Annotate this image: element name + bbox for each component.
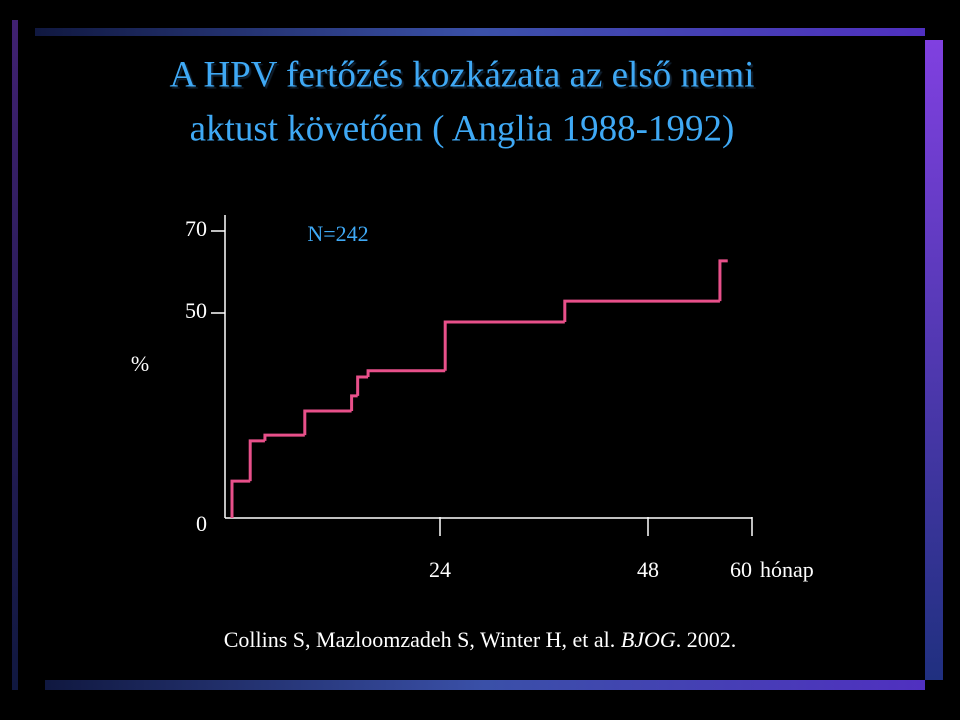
y-tick-label: 50 [185, 298, 207, 323]
annotation: N=242 [307, 221, 368, 246]
x-axis-label: hónap [760, 557, 814, 582]
frame-right [925, 40, 943, 680]
citation-journal: BJOG [621, 627, 676, 652]
step-segment [248, 439, 265, 482]
citation: Collins S, Mazloomzadeh S, Winter H, et … [224, 627, 737, 652]
step-segment [350, 394, 358, 411]
y-tick-label: 0 [196, 511, 207, 536]
step-segment [230, 479, 251, 518]
step-segment [718, 259, 728, 302]
x-tick-label: 60 [730, 557, 752, 582]
citation-year: . 2002. [676, 627, 737, 652]
x-tick-label: 24 [429, 557, 451, 582]
step-segment [443, 320, 565, 371]
step-segment [366, 369, 446, 377]
y-tick-label: 70 [185, 216, 207, 241]
y-axis-label: % [131, 351, 149, 376]
citation-authors: Collins S, Mazloomzadeh S, Winter H, et … [224, 627, 616, 652]
step-segment [356, 375, 369, 396]
x-tick-label: 48 [637, 557, 659, 582]
title-line: aktust követően ( Anglia 1988-1992) [190, 108, 735, 149]
frame-left [12, 20, 18, 690]
title-line: A HPV fertőzés kozkázata az első nemi [170, 54, 755, 95]
frame-top [35, 28, 925, 36]
step-segment [303, 409, 352, 436]
step-segment [263, 433, 305, 441]
frame-bottom [45, 680, 925, 690]
step-segment [563, 299, 720, 323]
